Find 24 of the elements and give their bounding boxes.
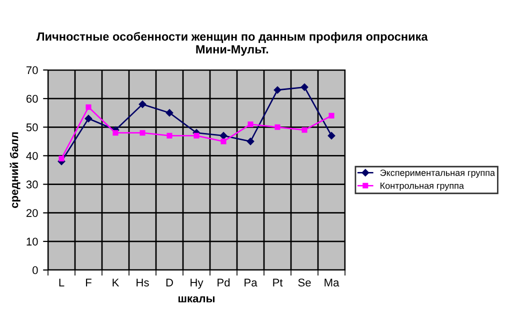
y-tick-label: 50: [26, 123, 38, 132]
x-tick-label: Pt: [273, 278, 283, 286]
y-tick-label: 60: [26, 94, 38, 103]
y-tick-label: 40: [26, 152, 38, 160]
x-tick-label: Pd: [218, 278, 230, 286]
y-tick-label: 30: [26, 180, 38, 188]
y-tick-label: 10: [26, 238, 38, 246]
y-axis-title: средний балл: [10, 132, 20, 208]
x-tick-label: L: [59, 278, 64, 286]
y-tick-label: 70: [26, 66, 38, 74]
legend-label: Экспериментальная группа: [380, 170, 496, 178]
legend-label: Контрольная группа: [380, 182, 464, 191]
x-axis-title: шкалы: [178, 296, 214, 302]
x-tick-label: D: [166, 278, 173, 286]
x-tick-label: Se: [298, 278, 311, 286]
x-tick-label: Pa: [244, 278, 258, 286]
y-tick-label: 20: [26, 209, 38, 217]
x-tick-label: Hs: [136, 278, 149, 286]
y-tick-label: 0: [32, 266, 38, 274]
x-tick-label: Ma: [324, 278, 340, 286]
x-tick-label: F: [86, 278, 92, 286]
x-tick-label: K: [112, 278, 120, 286]
chart-title: Личностные особенности женщин по данным профиля опросника Мини-Мульт.: [36, 32, 428, 56]
x-tick-label: Hy: [190, 278, 204, 289]
